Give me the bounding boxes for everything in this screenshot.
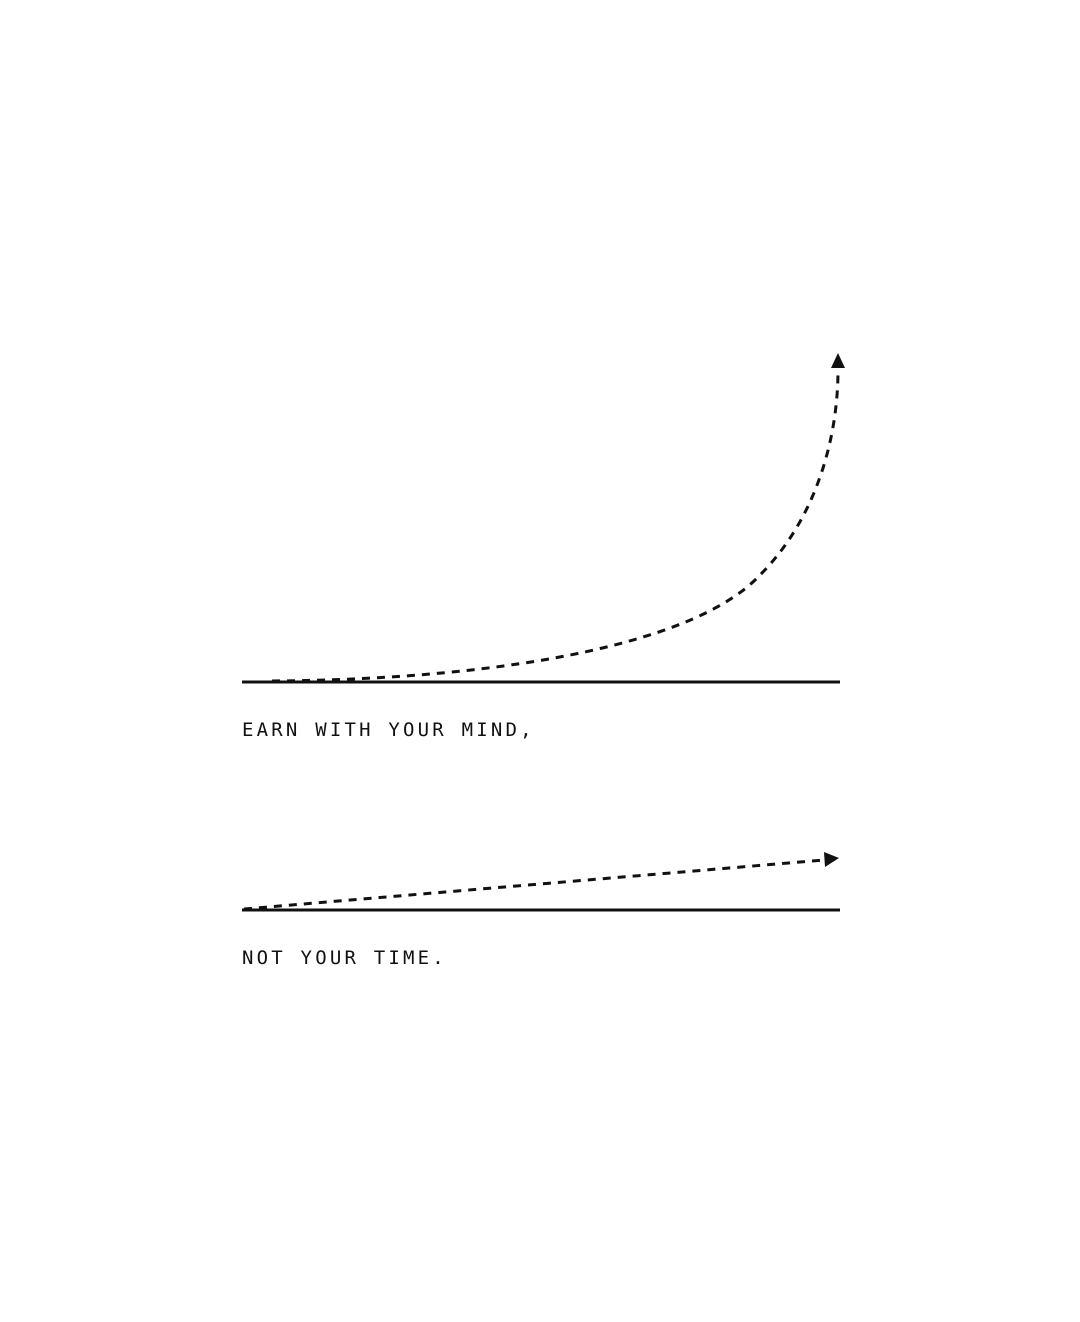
linear-line: [243, 858, 825, 911]
linear-growth-panel: [242, 852, 840, 912]
exponential-curve: [271, 369, 840, 683]
caption-not-your-time: NOT YOUR TIME.: [242, 947, 447, 969]
exponential-growth-panel: [242, 353, 845, 684]
arrow-up-icon: [831, 353, 845, 368]
arrow-right-icon: [824, 852, 839, 867]
caption-earn-with-your-mind: EARN WITH YOUR MIND,: [242, 719, 535, 741]
